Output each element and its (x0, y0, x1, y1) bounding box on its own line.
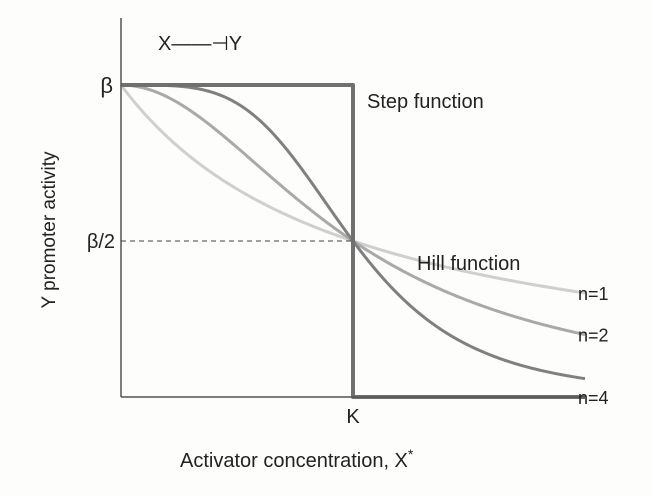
y-axis-title: Y promoter activity (39, 151, 60, 308)
y-tick-label-beta-half: β/2 (87, 231, 115, 253)
inset-repression-label: X——⊣Y (158, 33, 242, 55)
x-axis-title: Activator concentration, X* (180, 446, 414, 472)
series-label-n4: n=4 (578, 388, 609, 408)
x-axis-title-superscript: * (408, 446, 414, 462)
y-tick-label-beta: β (100, 73, 113, 98)
series-label-n1: n=1 (578, 284, 609, 304)
hill-function-annotation: Hill function (417, 253, 520, 275)
step-function-annotation: Step function (367, 91, 484, 113)
x-axis-title-text: Activator concentration, X (180, 450, 408, 472)
x-tick-label-k: K (346, 406, 360, 428)
series-label-n2: n=2 (578, 326, 609, 346)
